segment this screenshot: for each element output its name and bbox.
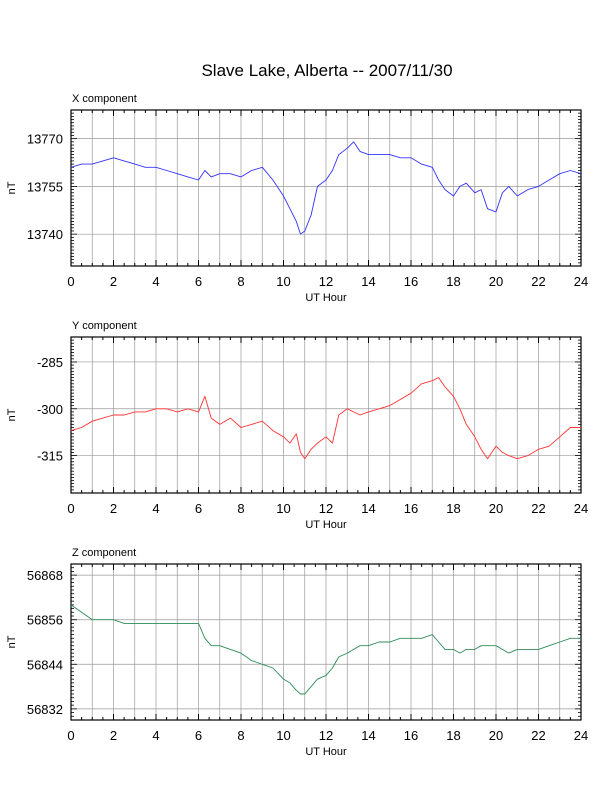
x-tick-label: 10 [276, 728, 290, 743]
x-tick-label: 14 [361, 274, 375, 289]
x-axis-label: UT Hour [305, 519, 347, 531]
x-tick-label: 14 [361, 501, 375, 516]
y-axis-label: nT [6, 181, 18, 194]
x-tick-label: 20 [489, 728, 503, 743]
x-tick-label: 10 [276, 274, 290, 289]
x-tick-label: 8 [237, 274, 244, 289]
y-tick-label: 56856 [27, 613, 63, 628]
x-tick-label: 18 [446, 501, 460, 516]
y-tick-label: 13740 [27, 227, 63, 242]
x-tick-label: 2 [110, 274, 117, 289]
y-axis-label: nT [6, 635, 18, 648]
x-tick-label: 18 [446, 728, 460, 743]
z-component-panel: Z component 0 2 4 6 8 10 12 14 16 18 20 22 245686856… [6, 547, 588, 758]
x-tick-label: 24 [574, 728, 588, 743]
x-tick-label: 16 [404, 501, 418, 516]
x-tick-label: 12 [319, 728, 333, 743]
x-tick-label: 8 [237, 501, 244, 516]
x-tick-label: 0 [67, 274, 74, 289]
y-tick-label: 56832 [27, 702, 63, 717]
x-tick-label: 10 [276, 501, 290, 516]
x-tick-label: 22 [531, 274, 545, 289]
x-component-panel: X component 0 2 4 6 8 10 12 14 16 18 20 22 241374013… [6, 93, 588, 304]
x-tick-label: 4 [152, 728, 159, 743]
x-axis-label: UT Hour [305, 292, 347, 304]
x-tick-label: 12 [319, 274, 333, 289]
y-tick-label: -300 [37, 402, 63, 417]
x-tick-label: 4 [152, 501, 159, 516]
x-tick-label: 24 [574, 274, 588, 289]
x-tick-label: 6 [195, 274, 202, 289]
y-tick-label: 56868 [27, 568, 63, 583]
x-tick-label: 8 [237, 728, 244, 743]
x-axis-label: UT Hour [305, 746, 347, 758]
y-tick-label: -315 [37, 449, 63, 464]
x-tick-label: 20 [489, 501, 503, 516]
panel-title-x: X component [72, 93, 137, 105]
x-tick-label: 18 [446, 274, 460, 289]
y-tick-label: 13770 [27, 132, 63, 147]
x-tick-label: 0 [67, 501, 74, 516]
chart-title: Slave Lake, Alberta -- 2007/11/30 [201, 61, 452, 80]
x-tick-label: 12 [319, 501, 333, 516]
x-tick-label: 4 [152, 274, 159, 289]
x-component-series-line [70, 141, 582, 235]
y-tick-label: 56844 [27, 657, 63, 672]
y-axis-label: nT [6, 408, 18, 421]
z-component-series-line [70, 604, 581, 695]
panel-title-y: Y component [72, 320, 137, 332]
x-tick-label: 14 [361, 728, 375, 743]
x-tick-label: 16 [404, 728, 418, 743]
x-tick-label: 2 [110, 728, 117, 743]
x-tick-label: 24 [574, 501, 588, 516]
x-tick-label: 22 [531, 501, 545, 516]
x-tick-label: 6 [195, 501, 202, 516]
x-tick-label: 20 [489, 274, 503, 289]
y-component-series-line [70, 377, 581, 460]
panel-title-z: Z component [72, 547, 136, 559]
x-tick-label: 16 [404, 274, 418, 289]
y-tick-label: 13755 [27, 179, 63, 194]
y-tick-label: -285 [37, 355, 63, 370]
y-component-panel: Y component 0 2 4 6 8 10 12 14 16 18 20 22 24-285-30… [6, 320, 588, 531]
x-tick-label: 2 [110, 501, 117, 516]
x-tick-label: 6 [195, 728, 202, 743]
x-tick-label: 0 [67, 728, 74, 743]
x-tick-label: 22 [531, 728, 545, 743]
